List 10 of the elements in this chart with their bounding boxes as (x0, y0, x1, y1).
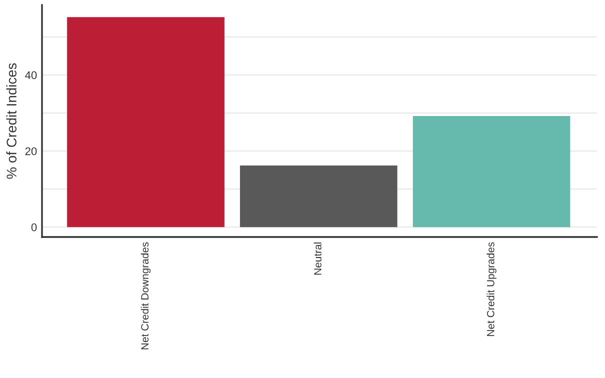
bar (67, 17, 224, 228)
y-tick-label: 40 (25, 71, 37, 80)
y-tick-label: 0 (31, 223, 37, 232)
x-tick-label: Neutral (314, 242, 322, 275)
bar (240, 166, 398, 228)
y-axis-title: % of Credit Indices (6, 63, 16, 179)
x-tick-label: Net Credit Downgrades (140, 242, 151, 350)
y-tick-label: 20 (25, 147, 37, 156)
bar (412, 116, 570, 228)
x-tick-label: Net Credit Upgrades (486, 242, 496, 336)
